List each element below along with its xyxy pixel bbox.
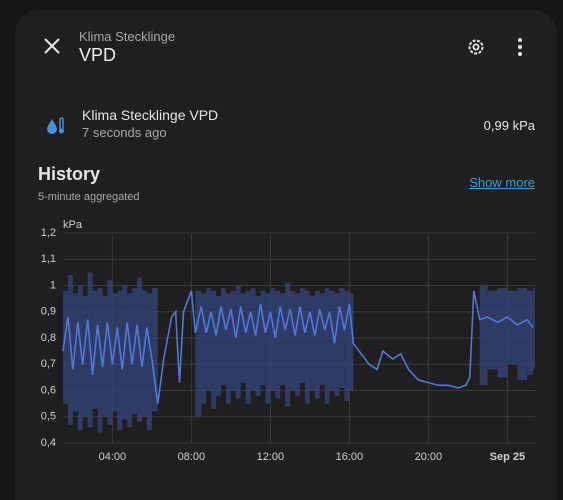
y-tick-label: 1 xyxy=(50,279,56,291)
x-tick-label: 12:00 xyxy=(257,451,285,463)
range-band xyxy=(63,290,68,404)
range-band xyxy=(290,290,296,391)
range-band xyxy=(334,293,340,396)
range-band xyxy=(195,290,202,417)
range-band xyxy=(107,280,113,425)
range-band xyxy=(250,288,256,391)
range-band xyxy=(285,282,291,407)
range-band xyxy=(132,288,138,415)
range-band xyxy=(487,290,498,370)
range-band xyxy=(533,288,535,370)
range-band xyxy=(201,293,207,404)
range-band xyxy=(102,296,108,417)
range-band xyxy=(206,288,212,391)
range-band xyxy=(344,290,350,401)
range-band xyxy=(339,288,345,388)
range-band xyxy=(255,296,261,396)
show-more-link[interactable]: Show more xyxy=(469,175,535,190)
y-tick-label: 1,2 xyxy=(41,227,56,239)
range-band xyxy=(141,290,147,417)
range-band xyxy=(497,288,508,378)
y-tick-label: 1,1 xyxy=(41,253,56,265)
x-tick-label: Sep 25 xyxy=(490,451,525,463)
range-band xyxy=(235,285,241,399)
range-band xyxy=(151,288,158,412)
dialog-subtitle: Klima Stecklinge xyxy=(79,29,176,44)
range-band xyxy=(295,293,300,396)
range-band xyxy=(299,288,305,383)
x-tick-label: 08:00 xyxy=(178,451,206,463)
range-band xyxy=(329,290,335,391)
menu-button[interactable] xyxy=(515,37,525,57)
range-band xyxy=(265,293,271,404)
x-tick-label: 16:00 xyxy=(336,451,364,463)
range-band xyxy=(260,290,266,386)
range-band xyxy=(527,290,534,375)
range-band xyxy=(225,293,231,404)
range-band xyxy=(309,296,315,391)
data-line xyxy=(62,290,534,404)
range-band xyxy=(507,290,518,365)
y-axis-label: kPa xyxy=(63,219,83,231)
range-band xyxy=(112,293,118,412)
dialog xyxy=(15,10,557,500)
range-band xyxy=(270,288,276,391)
dialog-title: VPD xyxy=(79,45,117,65)
y-tick-label: 0,5 xyxy=(41,411,56,423)
range-band xyxy=(280,293,286,386)
range-band xyxy=(230,290,236,391)
entity-name: Klima Stecklinge VPD xyxy=(82,107,219,123)
range-band xyxy=(319,293,325,386)
y-tick-label: 0,7 xyxy=(41,358,56,370)
x-tick-label: 04:00 xyxy=(99,451,127,463)
settings-button[interactable] xyxy=(465,36,487,58)
y-tick-label: 0,4 xyxy=(41,437,56,449)
range-band xyxy=(517,288,528,380)
close-button[interactable] xyxy=(43,37,61,55)
history-title: History xyxy=(38,164,101,184)
range-band xyxy=(304,290,310,404)
range-band xyxy=(216,296,221,396)
range-band xyxy=(211,290,217,409)
entity-time: 7 seconds ago xyxy=(82,125,167,140)
range-band xyxy=(314,290,320,399)
range-band xyxy=(146,293,152,430)
y-tick-label: 0,6 xyxy=(41,384,56,396)
range-band xyxy=(275,290,281,399)
range-band xyxy=(82,296,88,417)
range-band xyxy=(240,293,246,383)
y-tick-label: 0,9 xyxy=(41,306,56,318)
y-tick-label: 0,8 xyxy=(41,332,56,344)
x-tick-label: 20:00 xyxy=(415,451,443,463)
entity-state: 0,99 kPa xyxy=(483,118,535,133)
range-band xyxy=(245,290,251,404)
range-band xyxy=(127,293,133,428)
range-band xyxy=(479,285,488,386)
range-band xyxy=(97,288,103,433)
range-band xyxy=(77,285,83,430)
range-band xyxy=(117,290,123,430)
history-subtitle: 5-minute aggregated xyxy=(38,191,140,203)
entity-icon xyxy=(47,117,64,134)
range-band xyxy=(220,288,226,386)
range-band xyxy=(324,288,330,404)
range-band xyxy=(349,293,354,391)
